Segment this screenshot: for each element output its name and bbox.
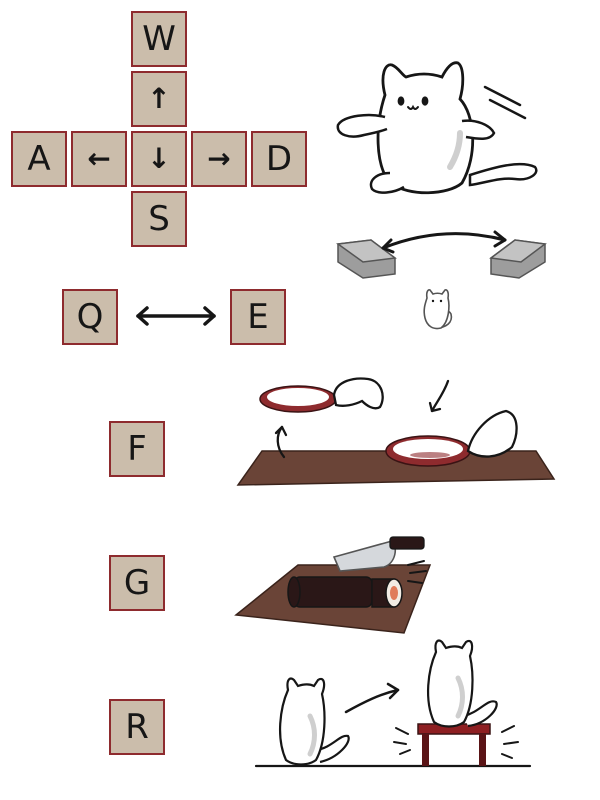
key-g-label: G [123, 563, 151, 603]
arrow-left-icon: ← [87, 142, 111, 175]
key-w-label: W [142, 19, 176, 59]
key-q-label: Q [76, 297, 104, 337]
key-s-label: S [148, 199, 170, 239]
arrow-right-icon: → [207, 142, 231, 175]
key-s[interactable]: S [131, 191, 187, 247]
key-g[interactable]: G [109, 555, 165, 611]
key-e-label: E [247, 297, 269, 337]
key-a[interactable]: A [11, 131, 67, 187]
key-f[interactable]: F [109, 421, 165, 477]
arrow-down-icon: ↓ [147, 142, 171, 175]
cat-moving-icon [330, 55, 545, 205]
key-up-arrow[interactable]: ↑ [131, 71, 187, 127]
key-right-arrow[interactable]: → [191, 131, 247, 187]
key-e[interactable]: E [230, 289, 286, 345]
key-a-label: A [27, 139, 51, 179]
key-down-arrow[interactable]: ↓ [131, 131, 187, 187]
knife-cut-sushi-icon [234, 535, 434, 635]
plate-pickup-icon [236, 375, 556, 490]
key-d-label: D [265, 139, 293, 179]
key-q[interactable]: Q [62, 289, 118, 345]
cat-jump-stool-icon [254, 638, 534, 773]
key-r[interactable]: R [109, 699, 165, 755]
key-w[interactable]: W [131, 11, 187, 67]
key-left-arrow[interactable]: ← [71, 131, 127, 187]
camera-rotate-icon [333, 222, 553, 337]
double-arrow-icon [134, 305, 218, 327]
key-r-label: R [125, 707, 149, 747]
arrow-up-icon: ↑ [147, 82, 171, 115]
key-f-label: F [127, 429, 147, 469]
key-d[interactable]: D [251, 131, 307, 187]
